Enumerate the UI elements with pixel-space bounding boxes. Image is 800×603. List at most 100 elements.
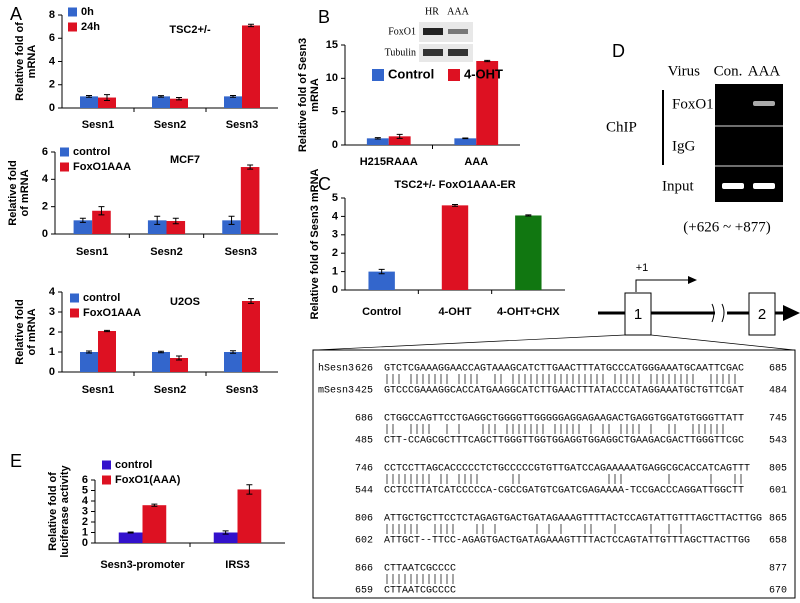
bar [80,96,98,108]
y-tick-label: 1 [332,266,338,278]
bar [73,220,93,234]
legend-swatch [448,69,460,81]
blot-band [423,28,443,35]
tss-arrow [688,276,697,284]
legend-swatch [60,162,69,172]
legend-label: FoxO1(AAA) [115,474,181,486]
y-tick-label: 2 [332,247,338,259]
y-axis-label: Relative fold of Sesn3 mRNA [309,168,321,319]
x-tick-label: Sesn1 [76,246,108,258]
seq-end: 601 [769,486,787,497]
y-tick-label: 5 [332,106,338,118]
bar [118,532,143,543]
x-tick-label: Sesn3 [226,384,258,396]
gel-band [753,101,775,106]
error-bar [452,203,458,207]
bar [98,97,116,108]
legend-label: 24h [81,21,100,33]
bar [222,220,241,234]
y-axis-label: Relative fold [7,160,19,225]
y-tick-label: 4 [49,286,56,298]
bar [242,25,260,108]
chart-title: MCF7 [170,154,200,166]
error-bar [230,94,236,98]
blot-band [423,49,443,56]
bar [224,352,242,372]
match-lines [386,474,742,484]
seq-end: 805 [769,464,787,475]
match-lines [386,574,454,584]
legend-swatch [70,293,79,303]
error-bar [248,23,254,28]
bar [224,96,242,108]
sequence: GTCCCGAAAGGCACCATGAAGGCATCTTGAACTTTATACC… [384,386,744,397]
x-tick-label: Sesn2 [150,246,182,258]
error-bar [248,298,254,304]
bar [98,331,116,372]
y-tick-label: 1 [49,346,55,358]
legend-label: Control [388,66,434,81]
y-axis-label: Relative fold of [14,22,26,101]
x-tick-label: Sesn2 [154,384,186,396]
y-tick-label: 2 [82,516,88,528]
legend-swatch [60,147,69,157]
y-tick-label: 0 [42,228,48,240]
seq-start: 686 [355,414,373,425]
match-lines [386,524,682,534]
y-axis-label: Relative fold of Sesn3 [297,38,309,152]
bar [170,98,188,108]
seq-end: 877 [769,564,787,575]
bar [476,61,499,145]
error-bar [484,59,491,63]
blot-panel [419,44,473,62]
bar [92,210,111,234]
gel-band [722,183,744,189]
error-bar [247,164,254,170]
bar [388,136,411,145]
bar [242,301,260,372]
chip-lane: AAA [748,63,781,79]
error-bar [222,530,229,535]
bar [166,221,186,234]
legend-swatch [372,69,384,81]
error-bar [151,503,158,507]
x-tick-label: Sesn1 [82,119,114,131]
seq-start: 485 [355,436,373,447]
legend-label: FoxO1AAA [73,161,131,173]
legend-swatch [102,475,111,485]
y-tick-label: 4 [82,495,89,507]
bar [170,358,188,372]
error-bar [158,95,164,98]
error-bar [525,214,532,217]
sequence: CTGGCCAGTTCCTGAGGCTGGGGTTGGGGGAGGAGAAGAC… [384,414,744,425]
seq-start: 602 [355,536,373,547]
y-tick-label: 2 [49,326,55,338]
blot-lane: HR [425,6,439,17]
error-bar [374,137,381,140]
legend-swatch [68,22,77,32]
error-bar [86,350,92,354]
panel-label: E [10,451,22,471]
error-bar [176,97,182,101]
y-axis-label: of mRNA [26,308,38,355]
x-tick-label: Sesn1 [82,384,114,396]
y-tick-label: 6 [42,146,48,158]
x-tick-label: Sesn3 [225,246,257,258]
chip-header: Virus [668,63,701,79]
seq-start: 425 [355,386,373,397]
legend-label: control [115,459,152,471]
x-tick-label: 4-OHT+CHX [497,306,560,318]
seq-start: 806 [355,514,373,525]
sequence: ATTGCT--TTCC-AGAGTGACTGATAGAAAGTTTTACTCC… [384,536,750,547]
sequence: CTTAATCGCCCC [384,564,456,575]
error-bar [79,217,86,223]
error-bar [98,206,105,216]
error-bar [176,355,182,361]
sequence: CTTAATCGCCCC [384,586,456,597]
bar [152,352,170,372]
sequence: GTCTCGAAAGGAACCAGTAAAGCATCTTGAACTTTATGCC… [384,364,744,375]
y-tick-label: 6 [82,474,88,486]
blot-band [448,29,468,34]
zoom-line [315,334,626,351]
x-tick-label: AAA [464,156,488,168]
